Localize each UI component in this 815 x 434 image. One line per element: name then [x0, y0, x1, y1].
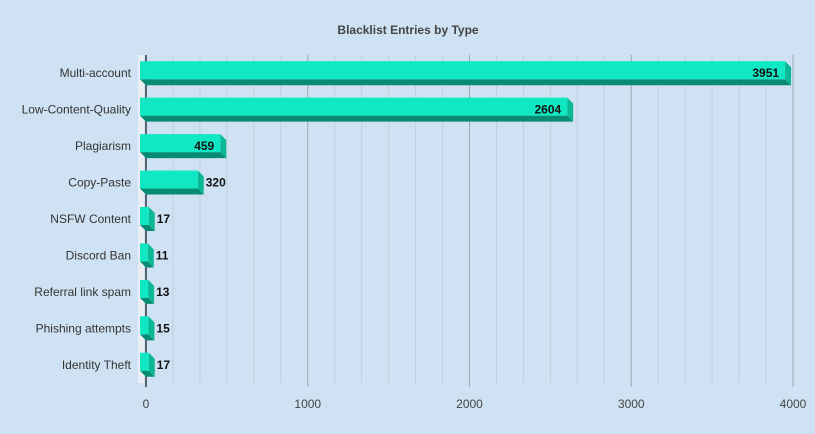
category-label: Plagiarism [75, 139, 131, 153]
data-label: 11 [156, 248, 169, 262]
category-label: Multi-account [60, 66, 132, 80]
bar [140, 134, 221, 153]
bar-bottom-face [140, 152, 227, 159]
category-label: Phishing attempts [36, 321, 131, 335]
x-tick-label: 2000 [456, 397, 483, 411]
category-label: Identity Theft [62, 358, 132, 372]
bar-bottom-face [140, 261, 154, 268]
data-label: 13 [156, 285, 170, 299]
bar [140, 243, 148, 262]
category-label: Low-Content-Quality [22, 103, 131, 117]
bar-bottom-face [140, 370, 155, 377]
bar [140, 316, 149, 335]
bar-bottom-face [140, 79, 792, 86]
data-label: 2604 [534, 103, 561, 117]
x-tick-label: 3000 [618, 397, 645, 411]
bar-side-face [148, 316, 155, 341]
data-label: 17 [157, 358, 171, 372]
category-label: Discord Ban [66, 248, 131, 262]
bars [140, 61, 792, 377]
bar-bottom-face [140, 225, 155, 231]
category-label: NSFW Content [50, 212, 131, 226]
x-tick-label: 0 [143, 397, 150, 411]
bar-side-face [148, 279, 155, 304]
data-label: 17 [157, 212, 171, 226]
bar [140, 352, 149, 371]
bar-bottom-face [140, 115, 574, 122]
x-tick-label: 1000 [294, 397, 321, 411]
bar-side-face [148, 352, 155, 377]
x-tick-label: 4000 [780, 397, 807, 411]
data-label: 459 [194, 139, 214, 153]
bar-side-face [148, 207, 155, 231]
bar-side-face [147, 243, 154, 268]
data-label: 3951 [752, 66, 779, 80]
bar [140, 61, 786, 80]
bar [140, 170, 198, 189]
bar [140, 279, 149, 298]
labels: Multi-account 3951 Low-Content-Quality 2604… [22, 66, 780, 372]
category-label: Referral link spam [34, 285, 131, 299]
bar-side-face [567, 97, 574, 122]
bar-bottom-face [140, 334, 155, 341]
bar-bottom-face [140, 297, 155, 304]
bar [140, 207, 149, 225]
bar [140, 97, 568, 116]
chart-title: Blacklist Entries by Type [337, 23, 478, 37]
category-label: Copy-Paste [68, 176, 131, 190]
data-label: 320 [206, 176, 226, 190]
bar-bottom-face [140, 188, 204, 195]
data-label: 15 [156, 321, 170, 335]
bar-side-face [220, 134, 227, 159]
bar-side-face [785, 61, 792, 86]
bar-side-face [197, 170, 204, 195]
